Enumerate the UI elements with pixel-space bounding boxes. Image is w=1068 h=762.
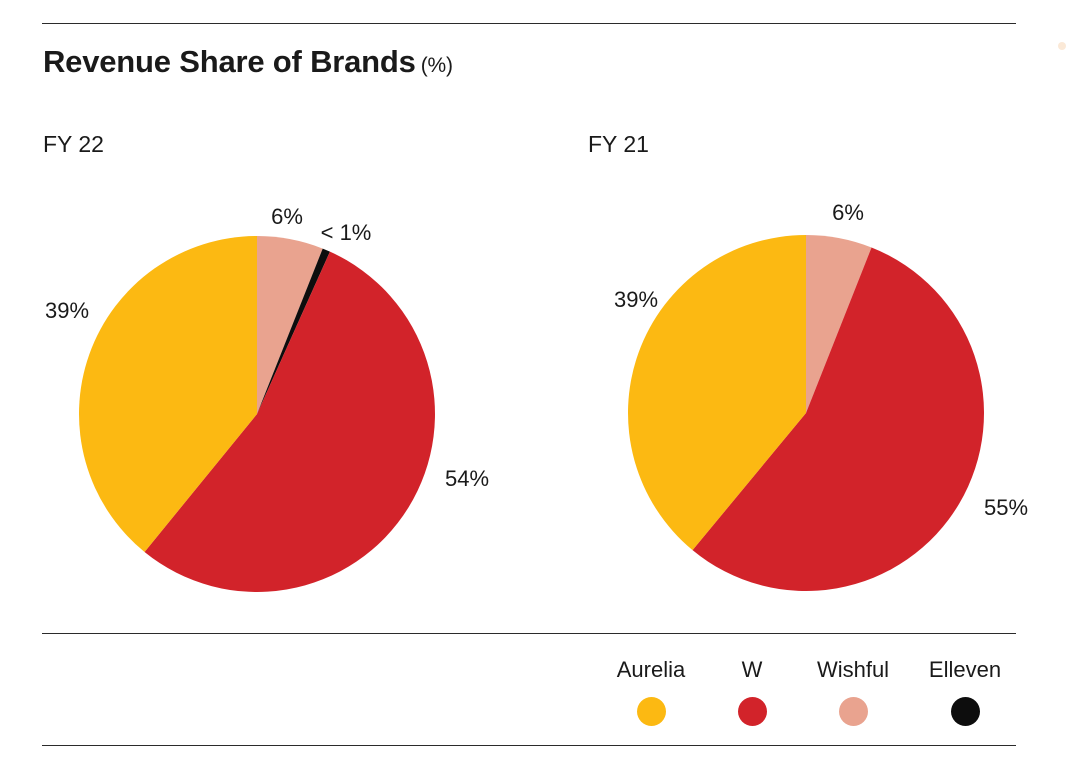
legend-label-wishful: Wishful xyxy=(816,657,890,682)
pie-fy21-label-wishful: 6% xyxy=(832,200,864,225)
legend-label-w: W xyxy=(741,657,763,682)
chart-title-unit: (%) xyxy=(420,54,453,77)
pie-fy21-label-w: 55% xyxy=(984,495,1028,520)
pie-fy22-slice-wishful xyxy=(257,235,323,414)
pie-fy22-label-w: 54% xyxy=(445,466,489,491)
legend-swatch-aurelia xyxy=(636,697,666,726)
pie-title-fy22: FY 22 xyxy=(43,131,104,157)
pie-fy22-slice-elleven xyxy=(257,248,330,414)
legend-item-wishful: Wishful xyxy=(798,657,908,731)
legend-item-aurelia: Aurelia xyxy=(596,657,706,731)
pie-title-fy21: FY 21 xyxy=(588,131,649,157)
legend-label-aurelia: Aurelia xyxy=(616,657,686,682)
top-rule xyxy=(42,23,1016,24)
legend-label-elleven: Elleven xyxy=(928,657,1002,682)
bottom-rule xyxy=(42,745,1016,746)
pie-fy21-slice-wishful xyxy=(806,235,872,413)
chart-title: Revenue Share of Brands (%) xyxy=(43,44,453,80)
pie-fy21-slice-w xyxy=(692,247,985,591)
legend-swatch-wishful xyxy=(838,697,868,726)
pie-charts: 6% < 1% 54% 39% 6% 55% 39% xyxy=(45,200,1028,592)
legend-swatch-elleven xyxy=(950,697,980,726)
pie-fy21-slice-aurelia xyxy=(628,235,806,551)
pie-fy22-label-wishful: 6% xyxy=(271,204,303,229)
pie-fy22-label-elleven: < 1% xyxy=(321,220,372,245)
legend-swatch-w xyxy=(737,697,767,726)
pie-fy22-slice-aurelia xyxy=(79,236,257,552)
pie-fy22-label-aurelia: 39% xyxy=(45,298,89,323)
legend-item-elleven: Elleven xyxy=(910,657,1020,731)
decorative-dot xyxy=(1058,42,1066,50)
chart-title-text: Revenue Share of Brands xyxy=(43,44,416,79)
legend-top-rule xyxy=(42,633,1016,634)
legend-item-w: W xyxy=(697,657,807,731)
pie-fy21-label-aurelia: 39% xyxy=(614,287,658,312)
pie-fy22-slice-w xyxy=(144,251,435,592)
